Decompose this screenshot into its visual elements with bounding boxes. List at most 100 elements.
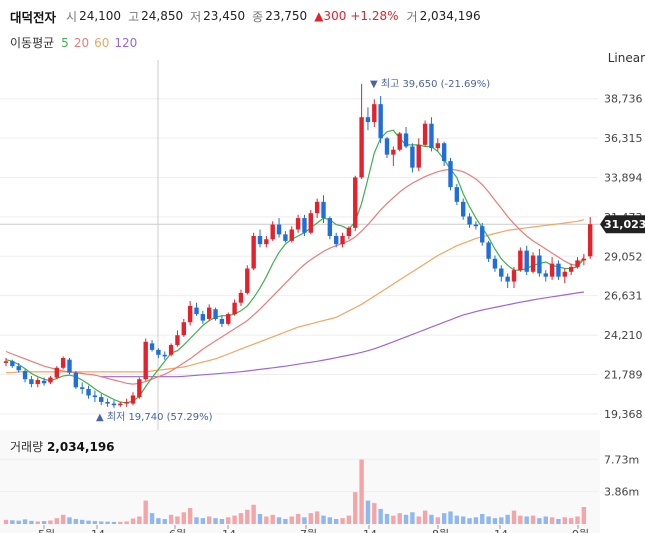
volume-bar: [365, 500, 371, 524]
candle-body: [473, 224, 479, 227]
volume-bar: [537, 518, 542, 524]
candle-body: [276, 224, 282, 235]
volume-bar: [378, 508, 383, 524]
volume-bar: [359, 459, 364, 524]
candle-body: [149, 343, 155, 350]
min-annotation: ▲ 최저 19,740 (57.29%): [96, 411, 213, 423]
ma20-legend[interactable]: 20: [73, 35, 90, 50]
candle-body: [429, 123, 434, 149]
candle-body: [67, 359, 72, 373]
candle-body: [219, 318, 225, 324]
candle-body: [588, 224, 593, 257]
quote-header: 대덕전자 시 24,100 고 24,850 저 23,450 종 23,750…: [10, 6, 488, 26]
candle-body: [143, 341, 148, 380]
volume-bar: [308, 513, 313, 524]
candle-body: [403, 133, 409, 147]
candle-body: [29, 379, 34, 385]
volume-bar: [448, 511, 453, 524]
max-annotation: ▼ 최고 39,650 (-21.69%): [370, 78, 490, 90]
volume-bar: [251, 504, 256, 524]
volume-bar: [283, 518, 288, 524]
low-value: 23,450: [203, 9, 246, 23]
candle-body: [422, 123, 428, 145]
volume-bar: [480, 513, 485, 524]
volume-bar: [149, 513, 155, 524]
volume-bar: [568, 518, 574, 524]
candle-body: [251, 235, 256, 269]
volume-bar: [35, 521, 40, 524]
volume-bar: [435, 517, 440, 524]
y-tick-label: 36,315: [604, 132, 643, 145]
candle-body: [48, 377, 53, 383]
x-tick-label: 14: [222, 528, 236, 533]
candle-body: [181, 322, 186, 336]
y-tick-label: 33,894: [604, 171, 643, 184]
x-tick-label: 8월: [432, 528, 449, 533]
candle-body: [448, 161, 453, 188]
y-tick-label: 21,789: [604, 368, 643, 381]
candle-body: [435, 143, 440, 149]
candle-body: [480, 226, 485, 243]
volume-bar: [257, 513, 263, 524]
candle-body: [537, 255, 542, 274]
candle-body: [187, 305, 193, 323]
volume-bar: [137, 516, 142, 524]
volume-bar: [156, 518, 161, 524]
candle-body: [340, 235, 345, 245]
candle-body: [353, 177, 358, 228]
candle-body: [86, 388, 91, 396]
volume-bar: [511, 510, 517, 524]
candle-body: [41, 380, 47, 384]
volume-bar: [473, 517, 479, 524]
scale-toggle[interactable]: Linear: [607, 51, 645, 65]
candle-body: [302, 218, 307, 233]
candle-body: [238, 292, 244, 303]
candle-body: [575, 260, 580, 267]
ma5-legend[interactable]: 5: [61, 35, 69, 50]
volume-bar: [403, 514, 409, 524]
x-tick-label: 9월: [572, 528, 589, 533]
x-tick-label: 7월: [300, 528, 317, 533]
volume-tick-label: 3.86m: [604, 486, 639, 499]
candle-body: [54, 367, 59, 378]
volume-bar: [276, 517, 282, 524]
volume-title-label: 거래량: [10, 440, 44, 454]
candle-body: [416, 144, 421, 168]
candle-body: [556, 263, 561, 277]
volume-bar: [575, 516, 580, 524]
volume-bar: [562, 517, 567, 524]
candle-body: [111, 403, 117, 406]
volume-value: 2,034,196: [419, 9, 481, 23]
x-tick-label: 5월: [38, 528, 55, 533]
high-label: 고: [128, 9, 140, 24]
change-value: ▲300: [314, 9, 347, 23]
ma120-legend[interactable]: 120: [114, 35, 138, 50]
open-value: 24,100: [79, 9, 122, 23]
candle-body: [162, 354, 167, 357]
ma60-legend[interactable]: 60: [94, 35, 110, 50]
volume-bar: [60, 514, 66, 524]
moving-average-legend[interactable]: 이동평균 5 20 60 120: [10, 34, 137, 51]
volume-bar: [118, 521, 123, 524]
volume-bar: [327, 517, 333, 524]
candle-body: [118, 403, 123, 406]
candle-body: [283, 234, 288, 241]
x-tick-label: 14: [494, 528, 508, 533]
candle-body: [391, 149, 396, 155]
candle-body: [467, 216, 472, 225]
candle-body: [321, 201, 326, 219]
volume-bar: [505, 514, 510, 524]
candle-body: [327, 218, 333, 236]
candle-body: [16, 366, 21, 371]
volume-bar: [92, 521, 98, 524]
volume-bar: [391, 515, 396, 524]
candle-body: [257, 235, 263, 245]
candle-body: [359, 117, 364, 178]
candle-body: [137, 379, 142, 398]
volume-bar: [289, 516, 294, 524]
candle-body: [378, 104, 383, 139]
volume-bar: [441, 513, 447, 524]
candle-body: [454, 187, 460, 202]
volume-bar: [54, 518, 59, 524]
